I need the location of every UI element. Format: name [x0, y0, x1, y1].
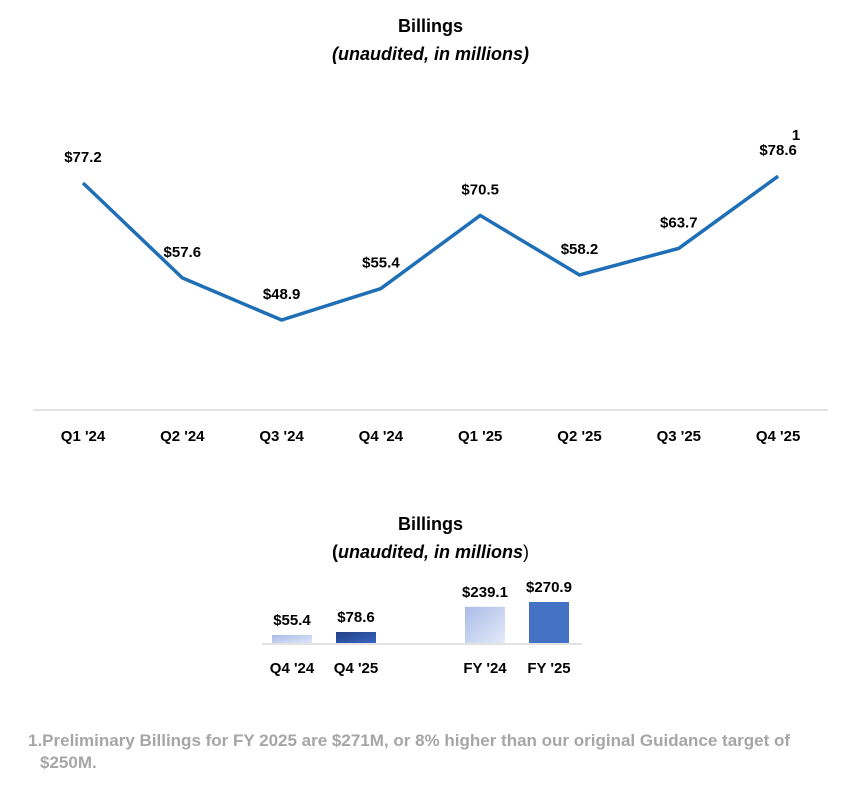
- line-chart: $77.2 $57.6 $48.9 $55.4 $70.5 $58.2 $63.7 $78.6…: [33, 127, 828, 445]
- bar-data-label: $78.6: [337, 609, 375, 626]
- data-label: $55.4: [362, 255, 400, 272]
- x-tick-label: Q2 '25: [557, 428, 601, 445]
- x-tick-label: Q1 '24: [61, 428, 106, 445]
- bar: [529, 602, 569, 643]
- footnote: 1.Preliminary Billings for FY 2025 are $…: [28, 730, 838, 774]
- bar-chart-subtitle: (unaudited, in millions): [331, 542, 529, 562]
- line-chart-title: Billings: [397, 16, 463, 36]
- x-tick-label: Q4 '25: [756, 428, 800, 445]
- footnote-marker: 1: [792, 127, 800, 144]
- data-label: $77.2: [64, 149, 102, 166]
- bar: [272, 635, 312, 643]
- x-tick-label: Q3 '24: [259, 428, 304, 445]
- bar-x-tick-label: FY '25: [527, 660, 570, 677]
- x-tick-label: Q3 '25: [657, 428, 701, 445]
- bar-data-label: $239.1: [462, 584, 508, 601]
- x-tick-label: Q1 '25: [458, 428, 502, 445]
- x-tick-label: Q2 '24: [160, 428, 205, 445]
- bar: [336, 632, 376, 643]
- bar-data-label: $270.9: [526, 579, 572, 596]
- bar-x-tick-label: Q4 '24: [270, 660, 315, 677]
- data-label: $78.6: [759, 142, 797, 159]
- data-label: $58.2: [561, 241, 599, 258]
- bar: [465, 606, 505, 643]
- data-label: $70.5: [461, 181, 499, 198]
- bar-x-tick-label: Q4 '25: [334, 660, 378, 677]
- bar-x-tick-label: FY '24: [463, 660, 507, 677]
- footnote-line1: 1.Preliminary Billings for FY 2025 are $…: [28, 731, 791, 750]
- line-chart-subtitle: (unaudited, in millions): [332, 44, 529, 64]
- data-label: $63.7: [660, 214, 698, 231]
- bar-chart-title: Billings: [397, 514, 463, 534]
- data-label: $57.6: [164, 244, 202, 261]
- x-tick-label: Q4 '24: [359, 428, 404, 445]
- billings-line: [81, 174, 780, 322]
- bar-data-label: $55.4: [273, 612, 311, 629]
- footnote-line2: $250M.: [40, 753, 97, 772]
- data-label: $48.9: [263, 286, 301, 303]
